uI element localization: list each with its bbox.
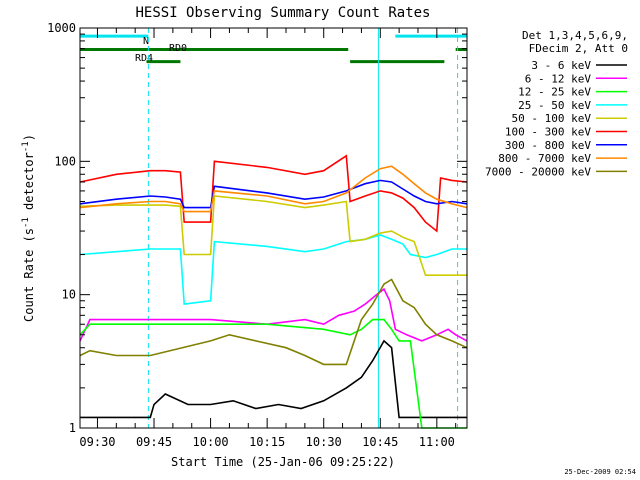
series-line-100-300-kev	[79, 154, 468, 233]
series-line-12-25-kev	[79, 318, 467, 429]
series-line-3-6-kev	[80, 339, 467, 419]
x-axis: 09:30 09:45 10:00 10:15 10:30 10:45 11:00	[79, 28, 457, 449]
legend-label: 12 - 25 keV	[518, 86, 591, 99]
x-tick-label: 09:30	[79, 435, 115, 449]
y-axis-label: Count Rate (s-1 detector-1)	[21, 134, 36, 322]
legend-label: 50 - 100 keV	[512, 112, 592, 125]
legend-label: 7000 - 20000 keV	[485, 165, 591, 178]
state-label-rd0: RD0	[169, 43, 187, 54]
y-tick-label: 1000	[47, 21, 76, 35]
legend-label: 800 - 7000 keV	[498, 152, 591, 165]
legend-label: 300 - 800 keV	[505, 139, 591, 152]
x-tick-label: 10:00	[193, 435, 229, 449]
legend-header-line-2: FDecim 2, Att 0	[529, 42, 628, 55]
x-axis-label: Start Time (25-Jan-06 09:25:22)	[171, 455, 395, 469]
legend-label: 6 - 12 keV	[525, 72, 592, 85]
y-tick-label: 1	[69, 421, 76, 435]
series-line-300-800-kev	[79, 179, 468, 209]
series-line-800-7000-kev	[80, 165, 468, 213]
series-line-6-12-kev	[79, 287, 468, 342]
chart-title: HESSI Observing Summary Count Rates	[135, 5, 430, 21]
y-tick-label: 100	[54, 154, 76, 168]
legend-label: 3 - 6 keV	[531, 59, 591, 72]
legend-label: 100 - 300 keV	[505, 126, 591, 139]
series-line-50-100-kev	[80, 195, 467, 277]
x-tick-label: 10:45	[362, 435, 398, 449]
series-line-25-50-kev	[80, 234, 467, 305]
x-tick-label: 11:00	[419, 435, 455, 449]
state-label-rd4: RD4	[135, 53, 153, 64]
legend-label: 25 - 50 keV	[518, 99, 591, 112]
x-tick-label: 10:30	[306, 435, 342, 449]
plot-area: N RD0 RD4	[79, 28, 468, 429]
y-tick-label: 10	[62, 288, 76, 302]
legend-header-line-1: Det 1,3,4,5,6,9,	[522, 29, 628, 42]
y-axis: 1 10 100 1000	[47, 21, 467, 435]
state-label-n: N	[143, 36, 149, 47]
x-tick-label: 09:45	[136, 435, 172, 449]
legend: Det 1,3,4,5,6,9, FDecim 2, Att 0 3 - 6 k…	[485, 29, 628, 178]
series-line-7000-20000-kev	[79, 278, 468, 366]
generation-timestamp: 25-Dec-2009 02:54	[564, 468, 636, 476]
x-tick-label: 10:15	[249, 435, 285, 449]
plot-frame	[79, 27, 468, 429]
